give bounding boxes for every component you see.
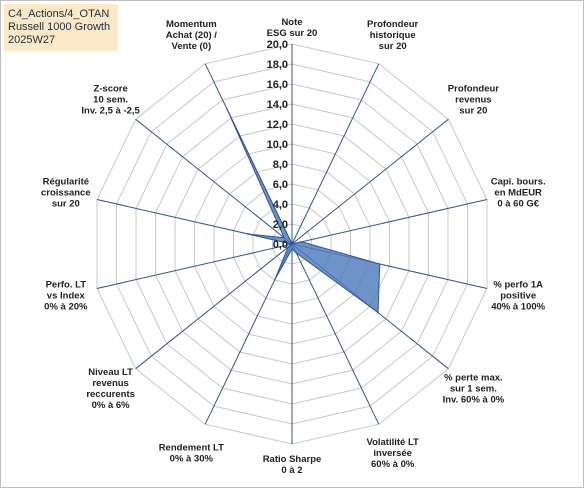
axis-label-0: Note ESG sur 20 [267,17,318,39]
axis-spoke-12 [135,118,293,245]
data-point-3 [300,240,303,243]
axis-spoke-2 [291,118,449,245]
axis-spoke-6 [291,243,380,425]
axis-label-8: Rendement LT 0% à 30% [159,443,224,465]
tick-label-8: 16,0 [267,79,288,91]
data-point-11 [247,233,249,235]
tick-label-6: 12,0 [267,119,288,131]
tick-label-2: 4,0 [273,199,288,211]
axis-label-4: % perfo 1A positive 40% à 100% [491,280,545,313]
title-line-1: C4_Actions/4_OTAN [8,8,110,20]
axis-label-5: % perte max. sur 1 sem. Inv. 60% à 0% [443,373,505,406]
axis-spoke-3 [291,199,488,245]
data-point-9 [287,246,289,248]
axis-label-7: Ratio Sharpe 0 à 2 [263,454,322,476]
axis-label-6: Volatilité LT inversée 60% à 0% [366,437,419,470]
axis-label-2: Profondeur revenus sur 20 [448,83,499,116]
axis-label-1: Profondeur historique sur 20 [367,19,418,52]
data-point-5 [377,311,379,314]
axis-label-9: Niveau LT revenus reccurents 0% à 6% [86,367,135,411]
tick-label-1: 2,0 [273,219,288,231]
tick-label-4: 8,0 [273,159,288,171]
axis-label-3: Capi. bours. en MdEUR 0 à 60 G€ [491,176,546,209]
tick-label-5: 10,0 [267,139,288,151]
tick-label-10: 20,0 [267,39,288,51]
tick-label-7: 14,0 [267,99,288,111]
data-point-4 [378,263,381,265]
data-point-6 [295,252,298,254]
axis-label-11: Régularité croissance sur 20 [41,176,91,209]
data-point-7 [291,248,293,250]
tick-label-0: 0,0 [273,239,288,251]
axis-spoke-1 [291,63,380,245]
chart-title-box: C4_Actions/4_OTAN Russell 1000 Growth 20… [4,4,118,51]
title-line-2: Russell 1000 Growth [8,21,111,33]
title-line-3: 2025W27 [8,34,56,46]
axis-spoke-10 [96,243,293,289]
axis-label-10: Perfo. LT vs Index 0% à 20% [44,280,88,313]
tick-label-9: 18,0 [267,59,288,71]
data-point-8 [273,279,276,281]
data-point-10 [291,243,293,245]
axis-spoke-9 [135,243,293,370]
axis-label-12: Z-score 10 sem. Inv. 2,5 à -2,5 [81,83,140,116]
tick-label-3: 6,0 [273,179,288,191]
axis-label-13: Momentum Achat (20) / Vente (0) [166,19,218,52]
data-point-12 [283,236,285,239]
data-point-13 [226,108,228,110]
